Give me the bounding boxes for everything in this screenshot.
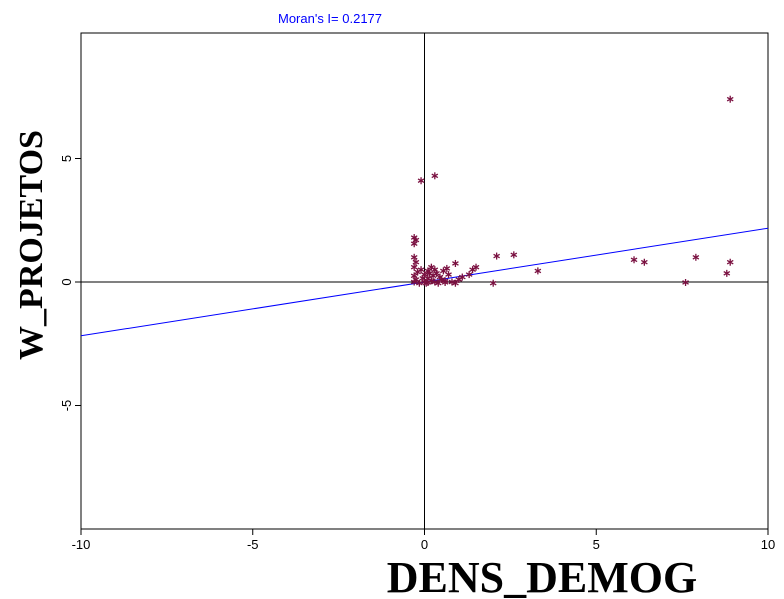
data-points [410, 95, 734, 287]
data-point [434, 279, 442, 287]
data-point [424, 278, 432, 286]
data-point [534, 267, 542, 275]
y-tick-label: -5 [59, 400, 74, 412]
data-point [443, 264, 451, 272]
data-point [415, 279, 423, 287]
data-point [410, 263, 418, 271]
data-point [726, 258, 734, 266]
data-point [692, 253, 700, 261]
chart-title: Moran's I= 0.2177 [278, 11, 382, 26]
data-point [682, 278, 689, 286]
data-point [469, 266, 476, 274]
x-axis-title: DENS_DEMOG [387, 553, 697, 599]
data-point [410, 240, 418, 248]
data-point [510, 251, 518, 259]
data-point [431, 172, 439, 180]
data-point [417, 266, 425, 274]
data-point [452, 259, 459, 267]
x-tick-label: -10 [72, 537, 91, 552]
data-point [441, 278, 449, 286]
data-point [640, 258, 648, 266]
y-tick-label: 5 [59, 155, 74, 162]
data-point [455, 276, 463, 284]
data-point [436, 273, 444, 281]
data-point [726, 95, 734, 103]
data-point [410, 278, 418, 286]
data-point [412, 258, 420, 266]
x-tick-label: 0 [421, 537, 428, 552]
data-point [410, 253, 418, 261]
y-tick-label: 0 [59, 278, 74, 285]
x-tick-label: -5 [247, 537, 259, 552]
data-point [465, 271, 473, 279]
data-point [445, 271, 452, 279]
data-point [493, 252, 501, 260]
y-axis-ticks: 5 0 -5 [59, 155, 81, 411]
data-point [417, 177, 425, 185]
y-axis-title: W_PROJETOS [13, 130, 50, 360]
data-point [489, 279, 497, 287]
data-point [723, 269, 731, 277]
data-point [431, 266, 439, 274]
data-point [448, 278, 456, 286]
x-axis-ticks: -10 -5 0 5 10 [72, 529, 775, 552]
x-tick-label: 5 [593, 537, 600, 552]
x-tick-label: 10 [761, 537, 775, 552]
data-point [630, 256, 638, 264]
data-point [426, 269, 434, 277]
